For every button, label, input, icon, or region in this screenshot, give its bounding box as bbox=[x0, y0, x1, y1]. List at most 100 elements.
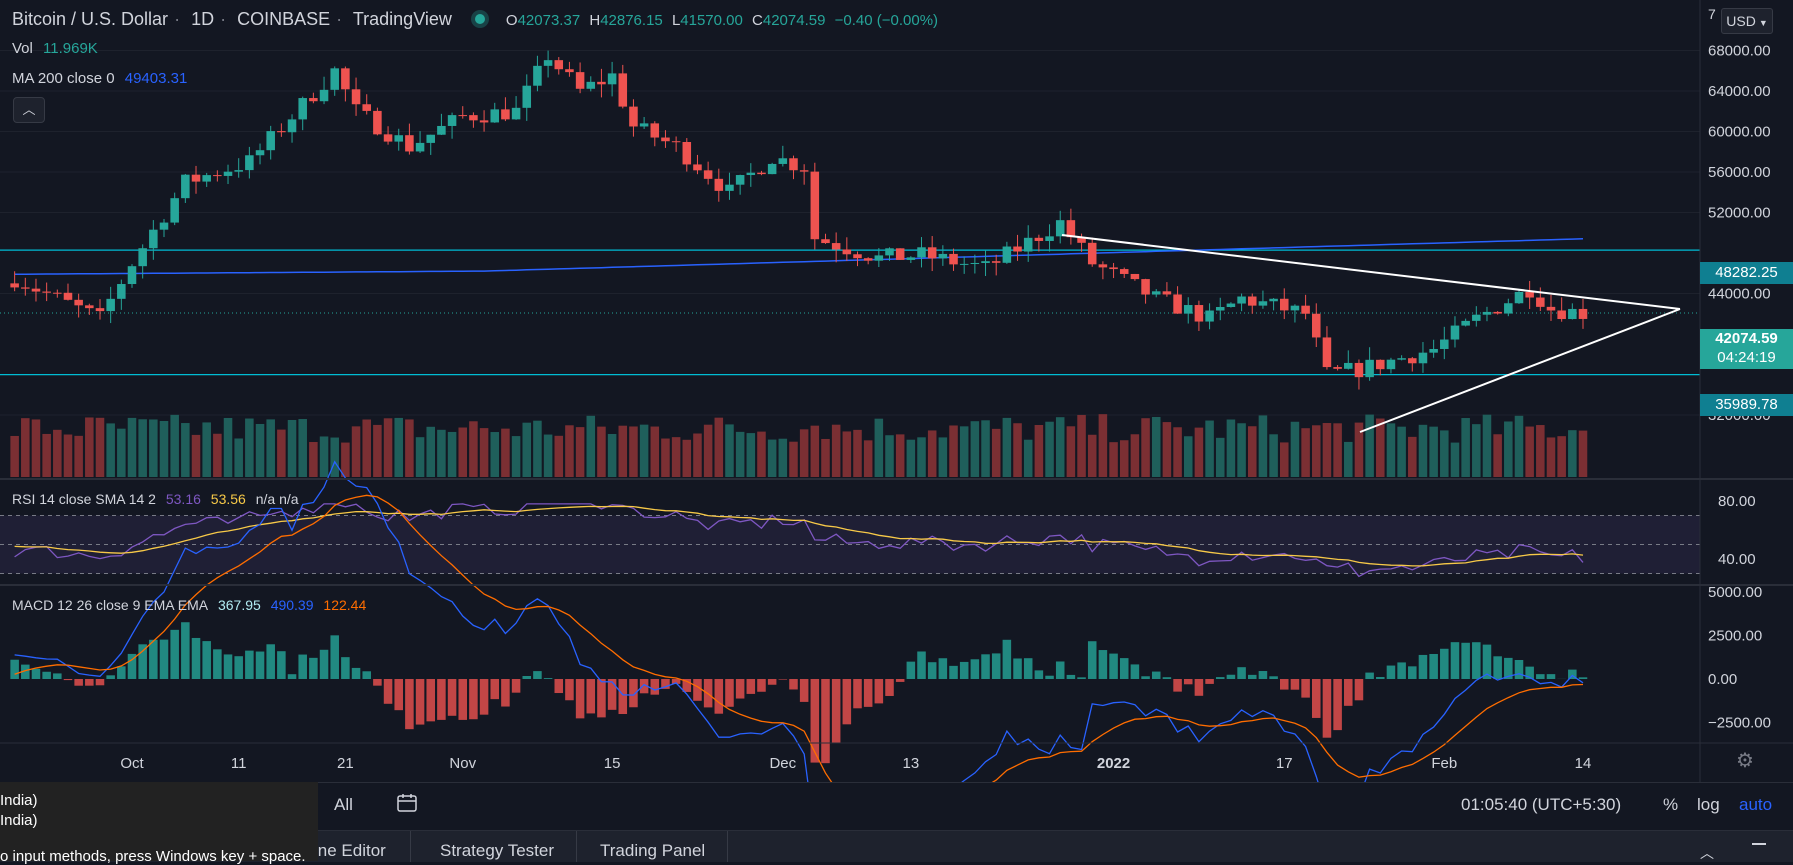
volume-bar bbox=[1291, 422, 1300, 477]
log-toggle[interactable]: log bbox=[1697, 795, 1720, 815]
candle-body bbox=[768, 164, 777, 174]
macd-histogram-bar bbox=[1461, 643, 1470, 679]
auto-toggle[interactable]: auto bbox=[1739, 795, 1772, 815]
volume-bar bbox=[53, 430, 62, 477]
volume-bar bbox=[1579, 431, 1588, 477]
tab-trading-panel[interactable]: Trading Panel bbox=[578, 831, 728, 862]
time-tick-label: 17 bbox=[1276, 755, 1293, 772]
volume-bar bbox=[352, 426, 361, 477]
macd-legend[interactable]: MACD 12 26 close 9 EMA EMA 367.95 490.39… bbox=[12, 597, 372, 613]
volume-legend[interactable]: Vol 11.969K bbox=[12, 40, 104, 57]
macd-histogram-bar bbox=[821, 679, 830, 763]
time-tick-label: Feb bbox=[1431, 755, 1457, 772]
candle-body bbox=[85, 305, 94, 308]
candle-body bbox=[522, 86, 531, 108]
macd-histogram-bar bbox=[949, 666, 958, 679]
candle-body bbox=[309, 98, 318, 101]
macd-histogram-bar bbox=[384, 679, 393, 704]
candle-body bbox=[907, 257, 916, 260]
resistance-price-tag: 48282.25 bbox=[1700, 262, 1793, 284]
percent-toggle[interactable]: % bbox=[1663, 795, 1678, 815]
volume-bar bbox=[736, 432, 745, 477]
clock-label[interactable]: 01:05:40 (UTC+5:30) bbox=[1461, 795, 1621, 815]
volume-bar bbox=[224, 418, 233, 477]
volume-bar bbox=[1248, 426, 1257, 477]
range-all-button[interactable]: All bbox=[334, 795, 353, 815]
macd-histogram-bar bbox=[554, 679, 563, 693]
volume-bar bbox=[384, 418, 393, 477]
macd-histogram-bar bbox=[405, 679, 414, 729]
macd-histogram-bar bbox=[213, 649, 222, 679]
macd-histogram-bar bbox=[1429, 654, 1438, 679]
macd-signal-value: 122.44 bbox=[323, 597, 366, 613]
volume-bar bbox=[96, 418, 105, 477]
candle-body bbox=[619, 73, 628, 106]
candle-body bbox=[106, 299, 115, 311]
macd-histogram-bar bbox=[1440, 649, 1449, 679]
volume-bar bbox=[213, 434, 222, 477]
volume-bar bbox=[1024, 440, 1033, 477]
candle-body bbox=[1045, 236, 1054, 241]
volume-bar bbox=[779, 439, 788, 477]
candle-body bbox=[789, 158, 798, 170]
ohlc-c-label: C bbox=[752, 12, 763, 29]
candle-body bbox=[234, 170, 243, 172]
panel-menu-icon[interactable]: ︿ bbox=[1700, 843, 1714, 863]
date-range-button[interactable] bbox=[396, 793, 418, 813]
volume-bar bbox=[1397, 427, 1406, 477]
candle-body bbox=[1259, 301, 1268, 305]
macd-histogram-bar bbox=[565, 679, 574, 700]
volume-bar bbox=[202, 422, 211, 477]
volume-bar bbox=[128, 418, 137, 477]
rsi-legend[interactable]: RSI 14 close SMA 14 2 53.16 53.56 n/a n/… bbox=[12, 491, 305, 507]
chart-settings-button[interactable]: ⚙ bbox=[1734, 750, 1756, 772]
volume-bar bbox=[800, 429, 809, 477]
ma-legend[interactable]: MA 200 close 0 49403.31 bbox=[12, 70, 193, 87]
volume-bar bbox=[1419, 425, 1428, 477]
chart-canvas[interactable]: 68000.0064000.0060000.0056000.0052000.00… bbox=[0, 0, 1793, 782]
volume-bar bbox=[544, 435, 553, 477]
volume-bar bbox=[1227, 420, 1236, 477]
candle-body bbox=[501, 109, 510, 119]
volume-bar bbox=[661, 439, 670, 477]
symbol-legend[interactable]: Bitcoin / U.S. Dollar· 1D· COINBASE· Tra… bbox=[12, 9, 950, 30]
candle-body bbox=[266, 131, 275, 150]
tab-strategy-tester[interactable]: Strategy Tester bbox=[418, 831, 577, 862]
macd-histogram-bar bbox=[341, 657, 350, 679]
volume-bar bbox=[832, 425, 841, 477]
ime-line-1: India) bbox=[0, 792, 38, 809]
panel-maximize-icon[interactable] bbox=[1752, 843, 1766, 855]
candle-body bbox=[384, 134, 393, 141]
volume-bar bbox=[1483, 415, 1492, 477]
calendar-range-icon bbox=[396, 793, 418, 813]
platform-label: TradingView bbox=[353, 9, 452, 29]
candle-body bbox=[672, 141, 681, 142]
macd-histogram-bar bbox=[907, 662, 916, 679]
volume-bar bbox=[981, 420, 990, 477]
candle-body bbox=[939, 254, 948, 258]
candle-body bbox=[1173, 294, 1182, 313]
rsi-value: 53.16 bbox=[166, 491, 201, 507]
exchange-label: COINBASE bbox=[237, 9, 330, 29]
candle-body bbox=[1301, 306, 1310, 314]
volume-bar bbox=[1088, 435, 1097, 477]
macd-histogram-bar bbox=[1365, 673, 1374, 679]
candle-body bbox=[1344, 363, 1353, 369]
scale-top-partial: 7 bbox=[1708, 6, 1716, 22]
rsi-na: n/a n/a bbox=[256, 491, 299, 507]
volume-bar bbox=[576, 427, 585, 477]
collapse-legend-button[interactable]: ︿ bbox=[13, 97, 45, 123]
candle-body bbox=[1013, 247, 1022, 252]
macd-histogram-bar bbox=[416, 679, 425, 725]
candle-body bbox=[458, 115, 467, 116]
currency-select[interactable]: USD▼ bbox=[1721, 8, 1773, 34]
macd-histogram-bar bbox=[1035, 670, 1044, 679]
volume-bar bbox=[939, 437, 948, 477]
macd-tick-label: 0.00 bbox=[1708, 671, 1737, 688]
macd-histogram-bar bbox=[832, 679, 841, 743]
candle-body bbox=[96, 308, 105, 311]
candle-body bbox=[1387, 360, 1396, 369]
volume-bar bbox=[149, 419, 158, 477]
ime-notification[interactable]: India) India) o input methods, press Win… bbox=[0, 782, 318, 861]
